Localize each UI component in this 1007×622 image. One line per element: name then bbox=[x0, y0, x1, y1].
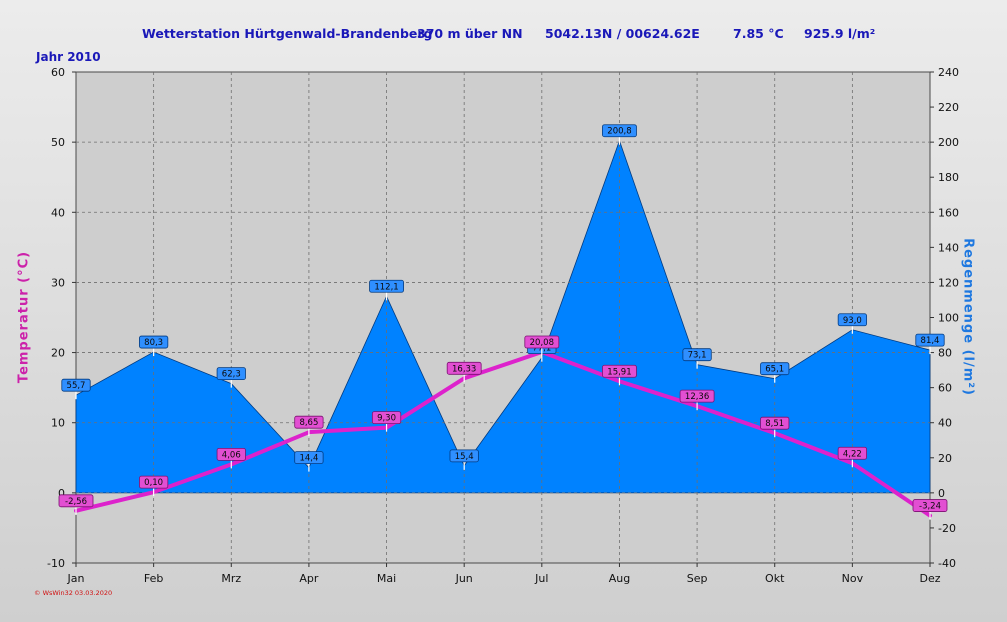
temperature-data-label: 9,30 bbox=[377, 414, 396, 424]
y-tick-label: 20 bbox=[51, 347, 65, 360]
y2-tick-label: 40 bbox=[938, 417, 952, 430]
x-tick-label: Jul bbox=[534, 572, 548, 585]
temperature-data-label-box bbox=[912, 499, 948, 512]
y2-tick-label: -20 bbox=[938, 522, 956, 535]
y2-tick-label: 180 bbox=[938, 171, 959, 184]
rain-data-label-box bbox=[449, 449, 479, 463]
rain-data-label: 65,1 bbox=[765, 365, 784, 375]
temperature-data-label-box bbox=[679, 389, 715, 403]
temperature-data-label: 8,51 bbox=[765, 419, 784, 429]
temperature-data-label: -3,24 bbox=[919, 502, 941, 512]
rain-data-label-box bbox=[602, 124, 637, 138]
temperature-line-series bbox=[74, 350, 932, 518]
x-tick-label: Jan bbox=[67, 572, 85, 585]
x-tick-label: Okt bbox=[765, 572, 785, 585]
temperature-data-label: 15,91 bbox=[607, 367, 631, 377]
temperature-data-label: 12,36 bbox=[685, 392, 709, 402]
temperature-data-label-box bbox=[371, 411, 402, 425]
rain-data-label-box bbox=[915, 333, 945, 347]
x-tick-label: Nov bbox=[842, 572, 864, 585]
y2-tick-label: 200 bbox=[938, 136, 959, 149]
temperature-data-label: 4,22 bbox=[843, 449, 862, 459]
x-tick-label: Aug bbox=[609, 572, 630, 585]
temperature-data-label: 20,08 bbox=[530, 338, 554, 348]
rain-data-label-box bbox=[61, 378, 91, 392]
y-tick-label: 30 bbox=[51, 276, 65, 289]
plot-area: -10 0 10 20 30 40 50 60 -40 -20 0 20 40 60 80 100 120 140… bbox=[47, 66, 959, 585]
temperature-data-label-box bbox=[837, 446, 867, 460]
y2-tick-label: 100 bbox=[938, 312, 959, 325]
y2-tick-label: 160 bbox=[938, 206, 959, 219]
y-tick-label: 60 bbox=[51, 66, 65, 79]
rain-data-label-box bbox=[294, 451, 324, 465]
x-tick-label: Jun bbox=[455, 572, 473, 585]
rain-data-label: 80,3 bbox=[144, 338, 163, 348]
rain-data-label: 62,3 bbox=[222, 370, 241, 380]
temperature-data-label: 4,06 bbox=[222, 450, 241, 460]
year-label: Jahr 2010 bbox=[36, 50, 101, 64]
x-tick-label: Mai bbox=[377, 572, 396, 585]
rain-data-label-box bbox=[760, 362, 790, 376]
rain-data-label: 15,4 bbox=[455, 452, 474, 462]
rain-data-label-box bbox=[139, 335, 169, 349]
x-tick-label: Dez bbox=[919, 572, 940, 585]
rain-data-label: 73,1 bbox=[688, 351, 707, 361]
temperature-data-label: 0,10 bbox=[144, 478, 163, 488]
x-tick-label: Mrz bbox=[221, 572, 241, 585]
x-tick-label: Feb bbox=[144, 572, 163, 585]
y-tick-label: 50 bbox=[51, 136, 65, 149]
rain-data-label: 81,4 bbox=[921, 336, 940, 346]
rain-data-label: 93,0 bbox=[843, 316, 862, 326]
temperature-data-label-box bbox=[760, 416, 790, 430]
rain-data-label: 55,7 bbox=[67, 381, 86, 391]
y2-tick-label: 220 bbox=[938, 101, 959, 114]
y2-tick-label: 0 bbox=[938, 487, 945, 500]
x-tick-label: Apr bbox=[299, 572, 319, 585]
average-temperature: 7.85 °C bbox=[733, 26, 784, 41]
temperature-data-label-box bbox=[139, 475, 169, 489]
rain-data-label-box bbox=[682, 348, 712, 362]
temperature-data-label-box bbox=[602, 364, 637, 378]
temperature-data-label: 16,33 bbox=[452, 364, 476, 374]
y2-tick-label: 140 bbox=[938, 241, 959, 254]
y-tick-label: -10 bbox=[47, 557, 65, 570]
temperature-data-label-box bbox=[294, 415, 324, 429]
rain-data-label: 14,4 bbox=[299, 454, 318, 464]
temperature-data-label-box bbox=[216, 447, 246, 461]
temperature-data-label: -2,56 bbox=[65, 497, 87, 507]
y-tick-label: 10 bbox=[51, 417, 65, 430]
y2-tick-label: -40 bbox=[938, 557, 956, 570]
y2-tick-label: 120 bbox=[938, 276, 959, 289]
temperature-data-label: 8,65 bbox=[299, 418, 318, 428]
rain-data-label: 200,8 bbox=[607, 127, 631, 137]
temperature-data-label-box bbox=[58, 494, 94, 508]
y-axis-label-rain: Regenmenge (l/m²) bbox=[960, 238, 976, 396]
y-tick-label: 0 bbox=[58, 487, 65, 500]
temperature-data-label-box bbox=[446, 361, 482, 375]
y2-tick-label: 20 bbox=[938, 452, 952, 465]
x-tick-label: Sep bbox=[687, 572, 708, 585]
y-tick-label: 40 bbox=[51, 206, 65, 219]
station-coordinates: 5042.13N / 00624.62E bbox=[545, 26, 700, 41]
rain-data-label-box bbox=[837, 313, 867, 327]
temperature-data-label-box bbox=[524, 335, 560, 349]
y-axis-label-temperature: Temperatur (°C) bbox=[16, 250, 32, 384]
rain-total: 925.9 l/m² bbox=[804, 26, 876, 41]
y2-tick-label: 60 bbox=[938, 382, 952, 395]
station-name: Wetterstation Hürtgenwald-Brandenberg bbox=[142, 26, 433, 41]
y2-tick-label: 80 bbox=[938, 347, 952, 360]
y2-tick-label: 240 bbox=[938, 66, 959, 79]
rain-data-label: 112,1 bbox=[374, 282, 398, 292]
rain-data-label-box bbox=[369, 279, 404, 293]
footer-credit: © WsWin32 03.03.2020 bbox=[34, 589, 113, 597]
station-altitude: 370 m über NN bbox=[417, 26, 523, 41]
rain-data-label-box bbox=[216, 367, 246, 381]
